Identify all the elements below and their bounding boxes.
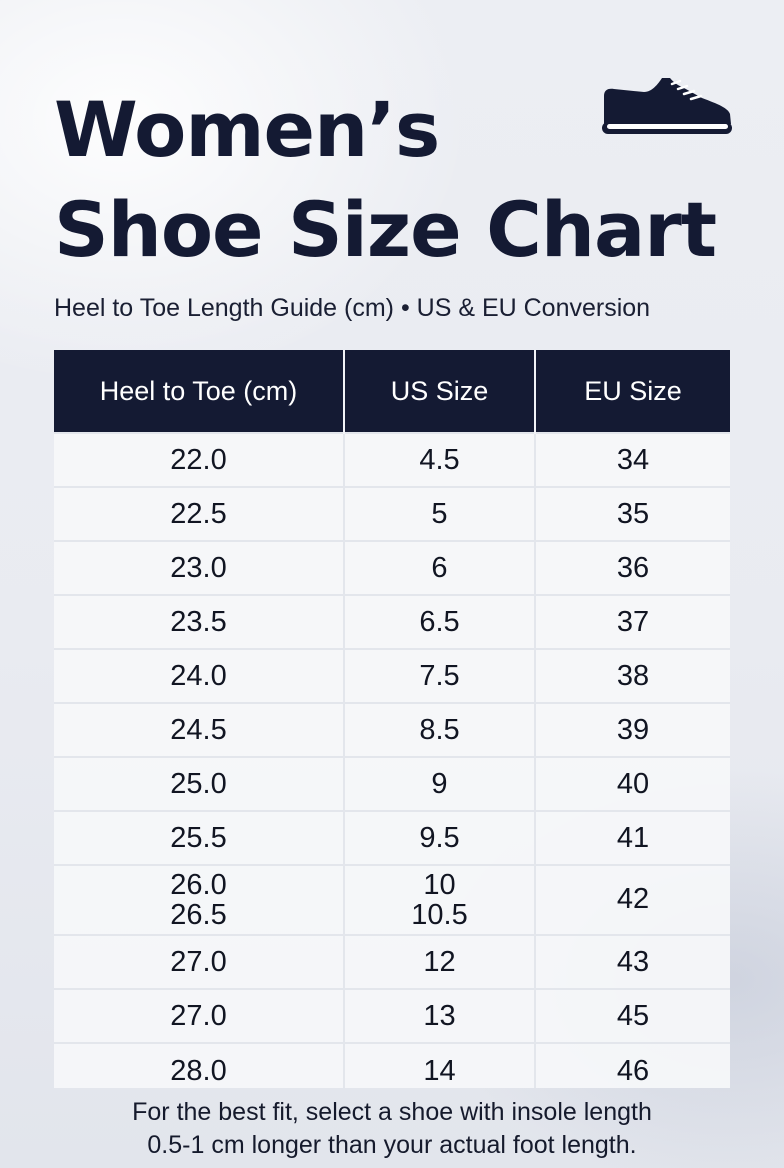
cell-eu-size: 41	[534, 810, 730, 865]
cell-eu-size: 40	[534, 756, 730, 811]
cell-heel-to-toe: 22.0	[54, 432, 344, 487]
cell-us-size: 9.5	[343, 810, 535, 865]
size-table: Heel to Toe (cm) US Size EU Size 22.0 4.…	[54, 350, 730, 1088]
cell-eu-size: 43	[534, 934, 730, 989]
table-row: 25.0 9 40	[54, 756, 730, 811]
title-line-1: Women’s	[54, 85, 440, 174]
cell-us-size: 5	[343, 486, 535, 541]
page-title: Women’s Shoe Size Chart	[54, 80, 717, 280]
cell-us-size: 9	[343, 756, 535, 811]
cell-us-size: 7.5	[343, 648, 535, 703]
cell-eu-size: 36	[534, 540, 730, 595]
cell-us-size: 14	[343, 1042, 535, 1088]
title-line-2: Shoe Size Chart	[54, 185, 717, 274]
table-row: 24.5 8.5 39	[54, 702, 730, 757]
cell-value: 26.5	[170, 899, 227, 931]
cell-heel-to-toe: 25.0	[54, 756, 344, 811]
table-row: 23.0 6 36	[54, 540, 730, 595]
cell-value: 42	[616, 883, 650, 915]
column-header-us-size: US Size	[343, 350, 535, 433]
cell-us-size: 13	[343, 988, 535, 1043]
cell-eu-size: 42	[534, 864, 730, 935]
cell-heel-to-toe: 25.5	[54, 810, 344, 865]
table-row: 27.0 12 43	[54, 934, 730, 989]
table-row: 22.0 4.5 34	[54, 432, 730, 487]
cell-us-size: 8.5	[343, 702, 535, 757]
table-row: 28.0 14 46	[54, 1042, 730, 1088]
table-row: 25.5 9.5 41	[54, 810, 730, 865]
cell-heel-to-toe: 27.0	[54, 988, 344, 1043]
cell-eu-size: 37	[534, 594, 730, 649]
cell-us-size: 10 10.5	[343, 864, 535, 935]
column-header-eu-size: EU Size	[534, 350, 730, 433]
cell-eu-size: 46	[534, 1042, 730, 1088]
cell-eu-size: 34	[534, 432, 730, 487]
cell-heel-to-toe: 24.5	[54, 702, 344, 757]
table-row: 23.5 6.5 37	[54, 594, 730, 649]
cell-heel-to-toe: 27.0	[54, 934, 344, 989]
cell-us-size: 6.5	[343, 594, 535, 649]
cell-heel-to-toe: 23.5	[54, 594, 344, 649]
shoe-icon	[602, 78, 732, 134]
subtitle: Heel to Toe Length Guide (cm) • US & EU …	[54, 294, 651, 322]
cell-us-size: 4.5	[343, 432, 535, 487]
cell-heel-to-toe: 22.5	[54, 486, 344, 541]
fit-tip-footnote: For the best fit, select a shoe with ins…	[54, 1096, 730, 1162]
cell-eu-size: 38	[534, 648, 730, 703]
table-row: 22.5 5 35	[54, 486, 730, 541]
cell-eu-size: 45	[534, 988, 730, 1043]
table-header-row: Heel to Toe (cm) US Size EU Size	[54, 350, 730, 433]
table-row: 27.0 13 45	[54, 988, 730, 1043]
cell-heel-to-toe: 23.0	[54, 540, 344, 595]
cell-eu-size: 39	[534, 702, 730, 757]
table-row: 26.0 26.5 10 10.5 42	[54, 864, 730, 935]
cell-us-size: 6	[343, 540, 535, 595]
cell-value: 10.5	[411, 899, 468, 931]
cell-value: 26.0	[170, 869, 227, 901]
cell-eu-size: 35	[534, 486, 730, 541]
footnote-line-1: For the best fit, select a shoe with ins…	[132, 1098, 652, 1126]
column-header-heel-to-toe: Heel to Toe (cm)	[54, 350, 344, 433]
cell-value: 10	[423, 869, 456, 901]
cell-heel-to-toe: 28.0	[54, 1042, 344, 1088]
cell-us-size: 12	[343, 934, 535, 989]
footnote-line-2: 0.5-1 cm longer than your actual foot le…	[147, 1131, 637, 1159]
cell-heel-to-toe: 26.0 26.5	[54, 864, 344, 935]
table-row: 24.0 7.5 38	[54, 648, 730, 703]
cell-heel-to-toe: 24.0	[54, 648, 344, 703]
